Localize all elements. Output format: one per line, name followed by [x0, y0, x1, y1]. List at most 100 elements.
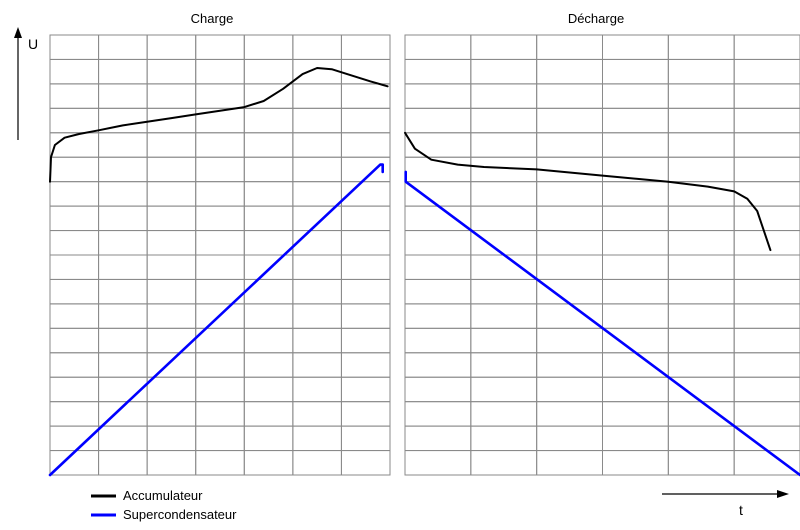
charge-grid-cell — [49, 327, 100, 354]
charge-grid-cell — [195, 401, 245, 427]
decharge-grid-cell — [667, 352, 735, 378]
charge-grid-cell — [49, 58, 100, 85]
decharge-grid-cell — [470, 230, 538, 256]
decharge-grid-cell — [602, 327, 669, 354]
decharge-grid-cell — [404, 450, 472, 476]
charge-grid-cell — [195, 425, 245, 452]
charge-grid-cell — [49, 181, 100, 207]
charge-grid-cell — [292, 401, 342, 427]
decharge-grid-cell — [667, 34, 735, 60]
decharge-grid-cell — [602, 376, 669, 403]
charge-grid-cell — [340, 376, 391, 403]
y-axis-label: U — [28, 36, 38, 52]
charge-grid-cell — [146, 34, 197, 60]
charge-grid-cell — [98, 58, 148, 85]
decharge-grid-cell — [536, 181, 603, 207]
charge-grid-cell — [292, 132, 342, 158]
charge-grid-cell — [195, 205, 245, 232]
decharge-grid-cell — [733, 181, 800, 207]
charge-grid-cell — [195, 83, 245, 109]
decharge-grid-cell — [470, 376, 538, 403]
charge-grid-cell — [243, 132, 294, 158]
charge-grid-cell — [292, 303, 342, 329]
charge-grid-cell — [243, 278, 294, 305]
decharge-grid-cell — [404, 132, 472, 158]
decharge-grid-cell — [667, 254, 735, 280]
decharge-grid-cell — [602, 230, 669, 256]
charge-grid-cell — [292, 450, 342, 476]
decharge-series-supercondensateur — [404, 170, 800, 477]
charge-grid-cell — [98, 181, 148, 207]
charge-grid-cell — [292, 58, 342, 85]
decharge-grid-cell — [470, 327, 538, 354]
charge-grid-cell — [98, 254, 148, 280]
charge-grid-cell — [292, 156, 342, 183]
decharge-grid-cell — [733, 425, 800, 452]
decharge-grid-cell — [667, 303, 735, 329]
charge-grid-cell — [49, 254, 100, 280]
charge-grid-cell — [340, 425, 391, 452]
charge-grid-cell — [243, 181, 294, 207]
decharge-grid-cell — [470, 401, 538, 427]
decharge-grid-cell — [602, 401, 669, 427]
decharge-grid-cell — [602, 205, 669, 232]
x-axis-arrow-head — [777, 490, 789, 498]
decharge-grid-cell — [470, 450, 538, 476]
decharge-series-accumulateur — [404, 131, 772, 252]
decharge-grid-cell — [733, 303, 800, 329]
decharge-grid-cell — [536, 352, 603, 378]
charge-series-accumulateur — [49, 67, 389, 183]
decharge-grid-cell — [470, 181, 538, 207]
decharge-grid-cell — [602, 132, 669, 158]
charge-grid-cell — [292, 278, 342, 305]
decharge-grid-cell — [536, 450, 603, 476]
decharge-grid-cell — [536, 327, 603, 354]
charge-grid-cell — [340, 34, 391, 60]
charge-grid-cell — [195, 181, 245, 207]
decharge-grid-cell — [470, 83, 538, 109]
charge-series-supercondensateur — [48, 163, 385, 477]
charge-grid-cell — [49, 376, 100, 403]
charge-grid-cell — [98, 132, 148, 158]
decharge-grid-cell — [733, 132, 800, 158]
decharge-grid-cell — [536, 230, 603, 256]
decharge-grid-cell — [602, 254, 669, 280]
charge-grid-cell — [243, 205, 294, 232]
decharge-grid-cell — [404, 425, 472, 452]
charge-grid-cell — [340, 401, 391, 427]
decharge-grid-cell — [667, 376, 735, 403]
charge-grid-cell — [243, 230, 294, 256]
decharge-grid-cell — [536, 58, 603, 85]
decharge-grid-cell — [536, 83, 603, 109]
charge-grid-cell — [146, 278, 197, 305]
decharge-grid-cell — [733, 327, 800, 354]
decharge-grid-cell — [470, 205, 538, 232]
decharge-grid-cell — [602, 425, 669, 452]
decharge-grid-cell — [536, 107, 603, 134]
legend-label-accumulateur: Accumulateur — [123, 488, 203, 503]
decharge-grid-cell — [470, 352, 538, 378]
decharge-grid-cell — [470, 58, 538, 85]
charge-grid-cell — [98, 34, 148, 60]
charge-grid-cell — [49, 401, 100, 427]
decharge-grid-cell — [470, 425, 538, 452]
charge-grid-cell — [98, 450, 148, 476]
decharge-grid-cell — [602, 352, 669, 378]
decharge-grid-cell — [602, 58, 669, 85]
decharge-grid-cell — [536, 34, 603, 60]
legend-label-supercondensateur: Supercondensateur — [123, 507, 237, 522]
decharge-grid-cell — [733, 254, 800, 280]
charge-grid-cell — [243, 376, 294, 403]
charge-grid-cell — [292, 327, 342, 354]
charge-grid-cell — [98, 205, 148, 232]
charge-grid-cell — [340, 230, 391, 256]
charge-grid-cell — [195, 254, 245, 280]
decharge-grid-cell — [404, 376, 472, 403]
decharge-grid-cell — [404, 327, 472, 354]
decharge-grid-cell — [470, 254, 538, 280]
decharge-grid-cell — [536, 278, 603, 305]
charge-grid-cell — [49, 303, 100, 329]
charge-grid-cell — [292, 181, 342, 207]
charge-grid-cell — [243, 425, 294, 452]
decharge-grid-cell — [470, 278, 538, 305]
